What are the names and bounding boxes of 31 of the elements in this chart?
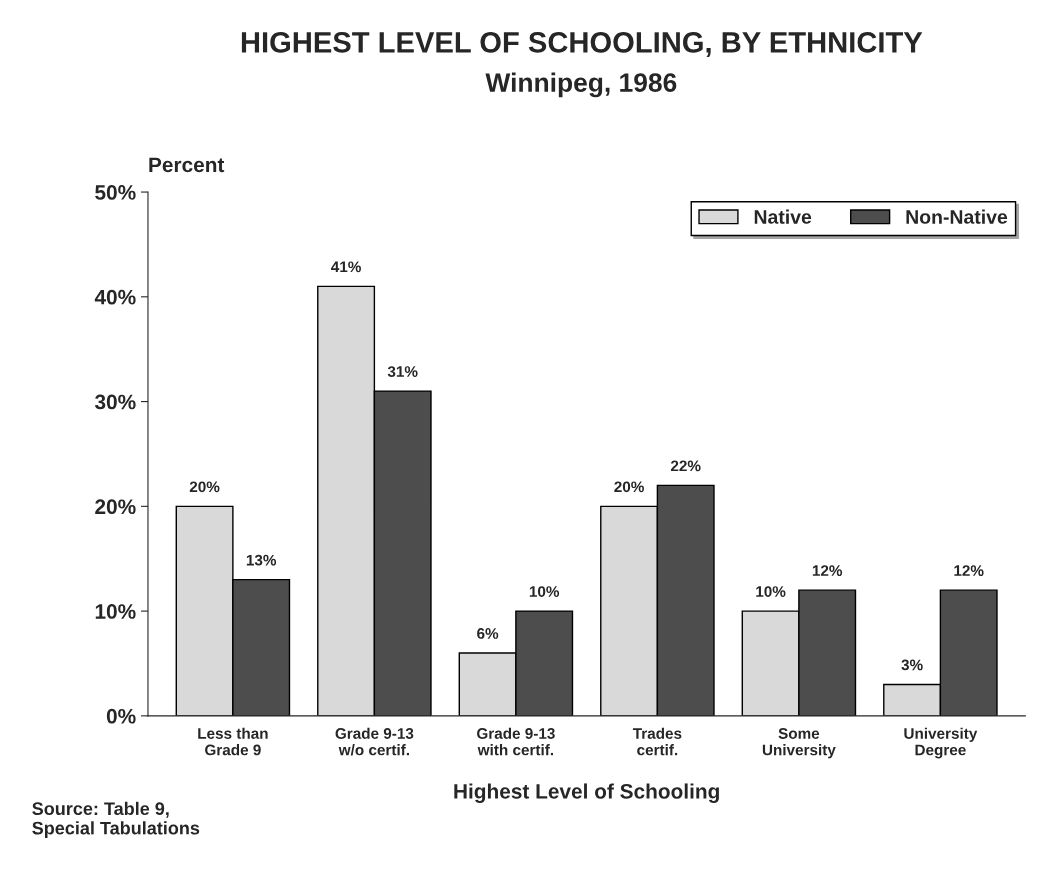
y-tick-label: 40% xyxy=(94,289,136,305)
data-label: 22% xyxy=(670,460,701,472)
x-tick-label: University Degree xyxy=(904,727,978,759)
data-label: 12% xyxy=(812,565,843,576)
x-tick-label: Less than Grade 9 xyxy=(198,727,268,756)
x-tick-label: Grade 9-13 w/o certif. xyxy=(335,727,414,756)
chart-subtitle: Winnipeg, 1986 xyxy=(485,72,677,98)
y-tick-label: 20% xyxy=(95,499,136,515)
y-axis-title: Percent xyxy=(149,157,225,173)
x-axis-title: Highest Level of Schooling xyxy=(454,783,719,803)
y-tick-label: 30% xyxy=(94,394,136,410)
x-tick-label: Grade 9-13 with certif. xyxy=(477,727,555,756)
data-label: 12% xyxy=(954,565,984,576)
y-tick-label: 10% xyxy=(95,604,136,619)
data-label: 10% xyxy=(756,586,786,597)
x-tick-label: Trades certif. xyxy=(632,727,682,756)
data-label: 20% xyxy=(614,481,644,493)
data-label: 20% xyxy=(189,481,220,493)
legend-label: Native xyxy=(754,209,812,224)
source-note: Source: Table 9, Special Tabulations xyxy=(32,801,200,839)
x-tick-label: Some University xyxy=(762,728,836,759)
y-tick-label: 0% xyxy=(106,708,136,724)
legend-label: Non-Native xyxy=(906,209,1008,224)
data-label: 3% xyxy=(901,659,923,671)
chart-title: HIGHEST LEVEL OF SCHOOLING, BY ETHNICITY xyxy=(241,32,923,57)
data-label: 10% xyxy=(529,586,560,597)
data-label: 41% xyxy=(331,261,361,273)
y-tick-label: 50% xyxy=(95,185,136,200)
data-label: 13% xyxy=(246,554,277,566)
data-label: 6% xyxy=(477,628,499,639)
data-label: 31% xyxy=(387,366,418,377)
